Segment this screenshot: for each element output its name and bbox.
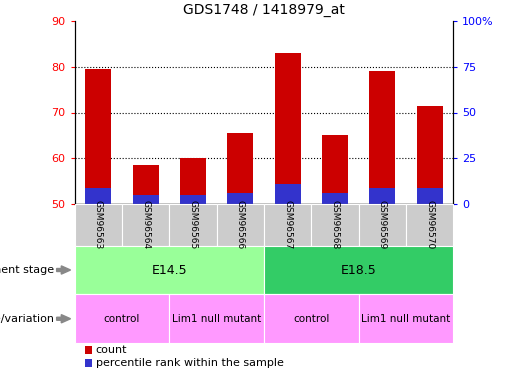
Bar bbox=[133, 195, 159, 204]
Text: GSM96566: GSM96566 bbox=[236, 200, 245, 250]
Text: Lim1 null mutant: Lim1 null mutant bbox=[172, 314, 261, 324]
Text: GSM96568: GSM96568 bbox=[331, 200, 339, 250]
Bar bbox=[227, 133, 253, 204]
Text: GSM96567: GSM96567 bbox=[283, 200, 292, 250]
Bar bbox=[369, 188, 395, 204]
Text: development stage: development stage bbox=[0, 265, 54, 275]
Bar bbox=[417, 106, 442, 204]
Bar bbox=[369, 71, 395, 204]
Bar bbox=[85, 69, 111, 204]
Title: GDS1748 / 1418979_at: GDS1748 / 1418979_at bbox=[183, 3, 345, 17]
Text: E14.5: E14.5 bbox=[151, 264, 187, 276]
Text: genotype/variation: genotype/variation bbox=[0, 314, 54, 324]
Text: GSM96565: GSM96565 bbox=[188, 200, 197, 250]
Text: control: control bbox=[293, 314, 330, 324]
Bar bbox=[180, 158, 206, 204]
Text: GSM96570: GSM96570 bbox=[425, 200, 434, 250]
Text: percentile rank within the sample: percentile rank within the sample bbox=[96, 358, 284, 368]
Bar bbox=[322, 135, 348, 204]
Text: control: control bbox=[104, 314, 140, 324]
Text: GSM96563: GSM96563 bbox=[94, 200, 103, 250]
Bar bbox=[133, 165, 159, 204]
Bar bbox=[227, 193, 253, 204]
Text: GSM96569: GSM96569 bbox=[377, 200, 387, 250]
Text: Lim1 null mutant: Lim1 null mutant bbox=[361, 314, 451, 324]
Text: count: count bbox=[96, 345, 127, 355]
Bar bbox=[85, 188, 111, 204]
Text: GSM96564: GSM96564 bbox=[141, 200, 150, 250]
Text: E18.5: E18.5 bbox=[341, 264, 376, 276]
Bar bbox=[417, 188, 442, 204]
Bar bbox=[180, 195, 206, 204]
Bar bbox=[274, 53, 301, 204]
Bar bbox=[274, 184, 301, 204]
Bar bbox=[322, 193, 348, 204]
